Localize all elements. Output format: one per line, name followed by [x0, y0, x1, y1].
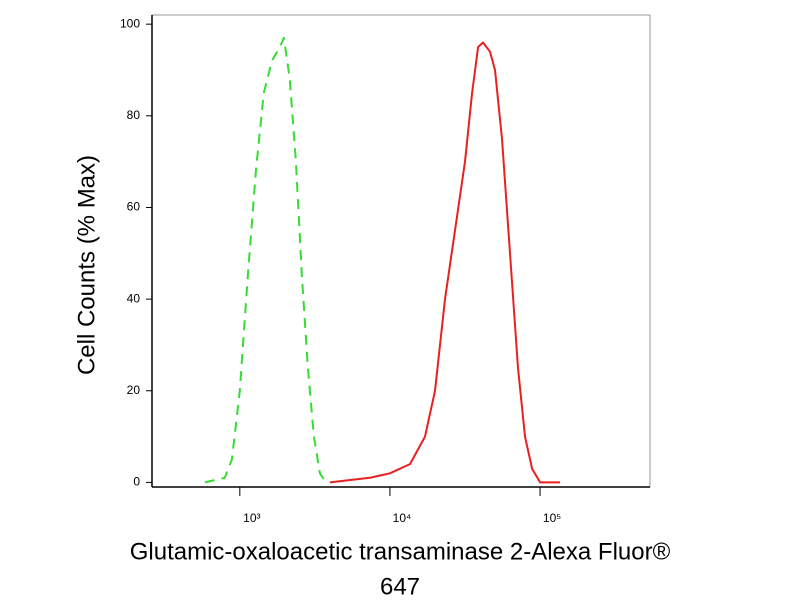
y-tick-label: 20: [127, 383, 141, 397]
histogram-line: [204, 36, 327, 484]
y-axis-label: Cell Counts (% Max): [73, 155, 100, 375]
y-tick-label: 0: [133, 475, 140, 489]
y-tick-label: 60: [127, 200, 141, 214]
y-tick-label: 100: [120, 16, 140, 30]
plot-frame: [151, 14, 651, 488]
x-axis-label: Glutamic-oxaloacetic transaminase 2-Alex…: [130, 538, 671, 565]
y-tick-label: 80: [127, 108, 141, 122]
x-tick-label: 10⁴: [393, 511, 412, 525]
x-axis-label: 647: [380, 573, 420, 600]
y-tick-label: 40: [127, 291, 141, 305]
x-tick-label: 10³: [243, 511, 260, 525]
x-tick-label: 10⁵: [543, 511, 561, 525]
histogram-line: [329, 41, 561, 484]
